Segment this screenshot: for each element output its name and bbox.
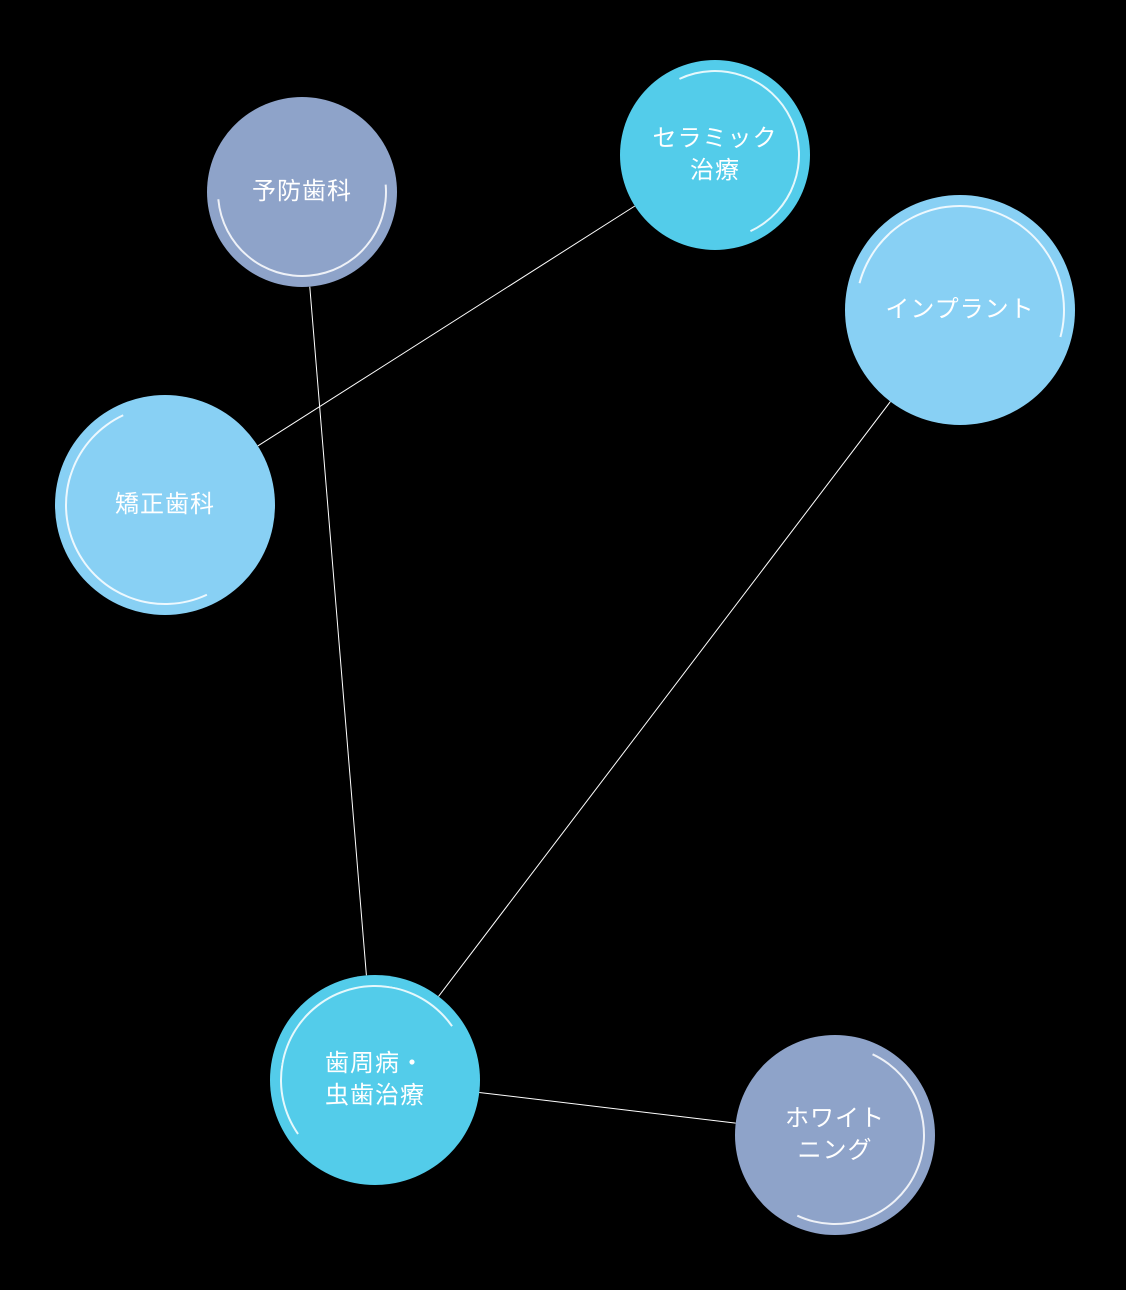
node-label: 矯正歯科	[115, 489, 215, 521]
node-label: インプラント	[885, 294, 1034, 326]
edge-perio-implant	[439, 402, 891, 997]
node-label: 予防歯科	[252, 176, 352, 208]
node-kyousei[interactable]: 矯正歯科	[55, 395, 275, 615]
node-perio[interactable]: 歯周病・ 虫歯治療	[270, 975, 480, 1185]
node-implant[interactable]: インプラント	[845, 195, 1075, 425]
edge-yobou-perio	[310, 287, 367, 976]
edges-layer	[0, 0, 1126, 1290]
node-ceramic[interactable]: セラミック 治療	[620, 60, 810, 250]
edge-perio-whitening	[479, 1092, 735, 1123]
node-label: 歯周病・ 虫歯治療	[325, 1048, 425, 1113]
node-whitening[interactable]: ホワイト ニング	[735, 1035, 935, 1235]
node-yobou[interactable]: 予防歯科	[207, 97, 397, 287]
node-label: セラミック 治療	[653, 123, 778, 188]
node-label: ホワイト ニング	[785, 1103, 885, 1168]
